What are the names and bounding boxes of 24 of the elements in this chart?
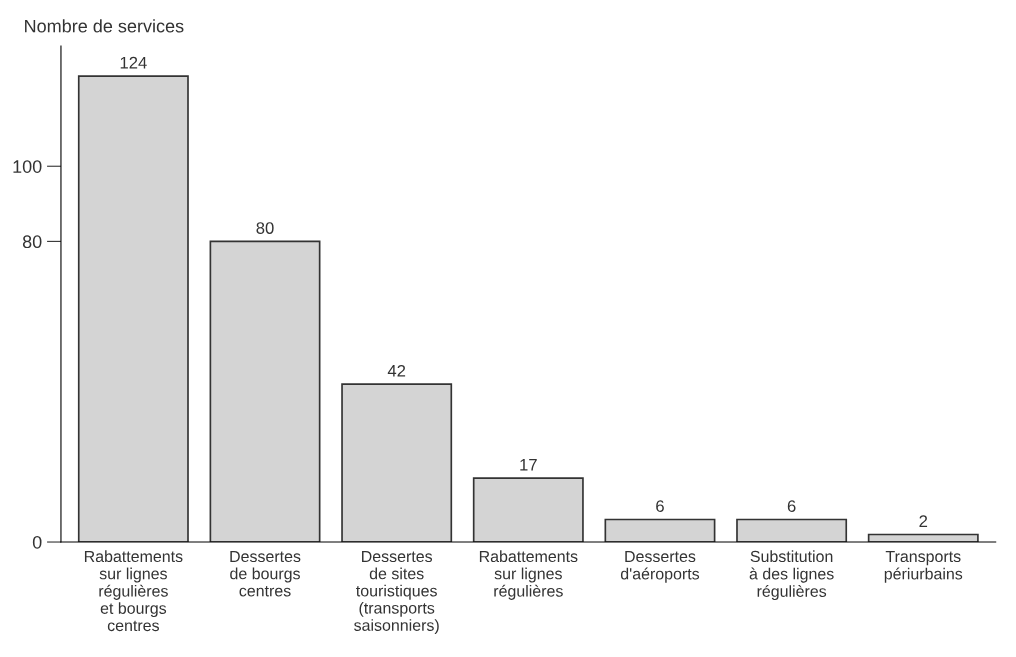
y-tick-label: 100	[13, 160, 42, 173]
y-tick-label: 80	[22, 235, 42, 249]
x-tick-label: Dessertes de bourgs centres	[230, 550, 301, 597]
bar	[736, 518, 848, 543]
x-tick-label: Substitution à des lignes régulières	[749, 550, 834, 601]
data-label: 124	[120, 56, 147, 69]
x-tick-label: Dessertes d'aéroports	[620, 550, 700, 583]
x-tick-label: Rabattements sur lignes régulières et bourgs centres	[84, 550, 183, 632]
x-tick-label: Rabattements sur lignes régulières	[479, 550, 578, 600]
data-label: 42	[387, 364, 406, 377]
bar	[77, 75, 189, 543]
x-tick-label: Dessertes de sites touristiques (transports saisonniers)	[354, 550, 439, 635]
data-label: 17	[520, 459, 537, 471]
y-axis-title: Nombre de services	[25, 19, 184, 33]
bar	[341, 383, 453, 543]
data-label: 80	[256, 222, 274, 234]
bar	[472, 477, 584, 543]
y-tick-label: 0	[32, 535, 42, 549]
data-label: 2	[919, 515, 928, 527]
data-label: 6	[787, 500, 796, 513]
data-label: 6	[656, 500, 664, 513]
x-tick-label: Transports périurbains	[884, 550, 963, 583]
bar	[604, 518, 716, 543]
bar	[209, 240, 321, 543]
